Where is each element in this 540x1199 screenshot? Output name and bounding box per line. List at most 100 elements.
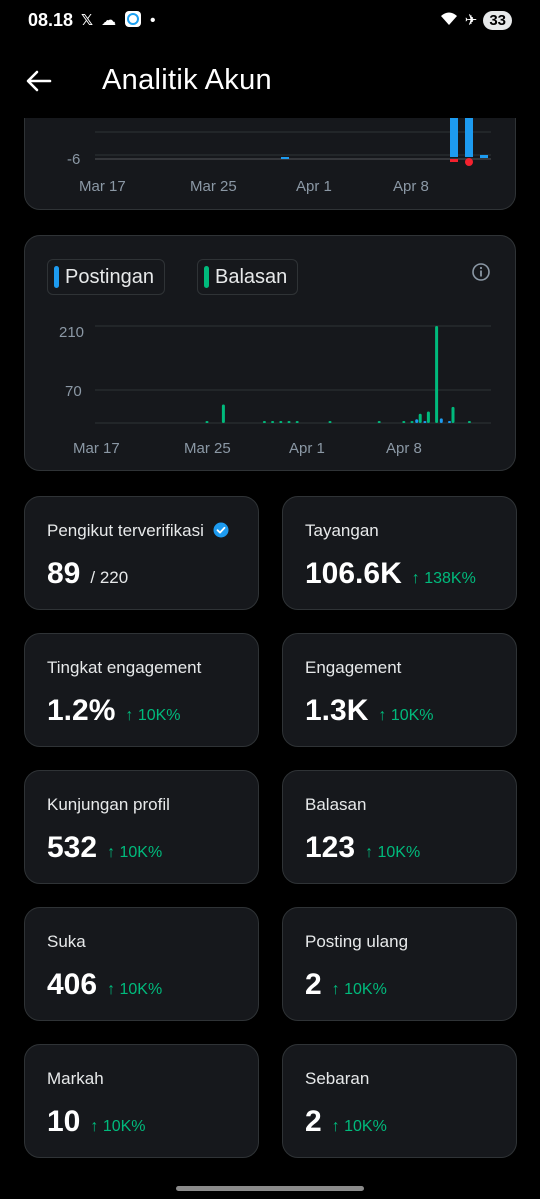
wifi-icon [439, 11, 459, 30]
stat-label: Pengikut terverifikasi [47, 521, 204, 540]
stat-change: ↑ 10K% [107, 844, 163, 861]
chart-bar-postingan [423, 421, 427, 423]
stat-label: Engagement [305, 658, 402, 677]
stat-row: 106.6K ↑ 138K% [305, 557, 476, 591]
chart-top-bar [480, 155, 488, 158]
chart-top-bar [465, 118, 473, 157]
stat-change: ↑ 10K% [125, 707, 181, 724]
chart-bar-balasan [279, 421, 283, 423]
chart-top-y-tick: -6 [67, 151, 81, 168]
x-tick-label: Apr 8 [386, 440, 422, 457]
chart-top-negative-dot [465, 158, 473, 166]
chart-bar-balasan [262, 421, 266, 423]
chart-bar-balasan [295, 421, 299, 423]
chart-bar-postingan [439, 418, 443, 423]
x-logo-icon: 𝕏 [81, 11, 94, 29]
chart-bar-postingan [415, 419, 419, 423]
chart-top-x-label: Apr 8 [393, 178, 429, 195]
airplane-icon: ✈ [464, 11, 478, 29]
stat-label: Sebaran [305, 1069, 370, 1088]
chart-top-svg [95, 118, 491, 166]
stat-value: 1.2% [47, 694, 116, 727]
activity-chart-top: -6 Mar 17 [24, 118, 516, 284]
stat-card-profile-visits[interactable]: Kunjungan profil 532 ↑ 10K% [24, 770, 259, 884]
stat-change: ↑ 138K% [411, 570, 476, 587]
stat-row: 1.2% ↑ 10K% [47, 694, 181, 728]
stat-label: Tayangan [305, 521, 379, 540]
chart-top-negative-mark [450, 159, 458, 162]
chart-bar-balasan [402, 421, 406, 423]
stat-change: ↑ 10K% [378, 707, 434, 724]
stat-value: 89 [47, 557, 81, 590]
activity-chart: Postingan Balasan 210 70 Mar 17 Mar 25 A… [24, 235, 516, 471]
chart-top-x-label: Mar 25 [190, 178, 237, 195]
chart-bar-balasan [410, 421, 414, 423]
stat-row: 406 ↑ 10K% [47, 968, 162, 1002]
legend-chip-balasan[interactable]: Balasan [197, 259, 299, 295]
stat-row: 1.3K ↑ 10K% [305, 694, 434, 728]
home-indicator[interactable] [176, 1186, 364, 1191]
stat-card-reposts[interactable]: Posting ulang 2 ↑ 10K% [282, 907, 517, 1021]
stat-value: 406 [47, 968, 98, 1001]
info-icon[interactable] [471, 262, 491, 282]
stat-row: 123 ↑ 10K% [305, 831, 420, 865]
legend-label-balasan: Balasan [215, 265, 288, 288]
stat-label: Posting ulang [305, 932, 409, 951]
chart-bar-balasan [271, 421, 275, 423]
page-title: Analitik Akun [102, 64, 272, 96]
stat-card-replies[interactable]: Balasan 123 ↑ 10K% [282, 770, 517, 884]
chart-bar-balasan [451, 406, 455, 423]
legend-label-postingan: Postingan [65, 265, 154, 288]
stat-card-engagement[interactable]: Engagement 1.3K ↑ 10K% [282, 633, 517, 747]
chart-bar-balasan [205, 421, 209, 423]
stat-row: 10 ↑ 10K% [47, 1105, 146, 1139]
stat-change: ↑ 10K% [107, 981, 163, 998]
stat-change: ↑ 10K% [331, 1118, 387, 1135]
chart-bar-balasan [377, 421, 381, 423]
verified-badge-icon [213, 522, 229, 538]
stat-value: 1.3K [305, 694, 369, 727]
chart-bar-balasan [287, 421, 291, 423]
chart-bar-balasan [426, 411, 430, 423]
status-bar: 08.18 𝕏 ☁ • ✈ 33 [0, 0, 540, 40]
y-tick-label: 210 [59, 324, 85, 341]
stat-card-verified-followers[interactable]: Pengikut terverifikasi 89 / 220 [24, 496, 259, 610]
stat-card-shares[interactable]: Sebaran 2 ↑ 10K% [282, 1044, 517, 1158]
chart-bar-balasan [467, 421, 471, 423]
stat-label: Suka [47, 932, 86, 951]
legend-color-postingan [54, 266, 59, 288]
chart-bar-postingan [448, 421, 451, 423]
stat-card-likes[interactable]: Suka 406 ↑ 10K% [24, 907, 259, 1021]
stat-change: ↑ 10K% [365, 844, 421, 861]
chart-bar-balasan [435, 326, 439, 423]
stat-label-container: Pengikut terverifikasi [47, 521, 229, 541]
stat-value: 10 [47, 1105, 81, 1138]
stat-total: / 220 [90, 568, 129, 587]
legend-chip-postingan[interactable]: Postingan [47, 259, 165, 295]
stat-label: Balasan [305, 795, 367, 814]
stat-row: 532 ↑ 10K% [47, 831, 162, 865]
chart-plot [95, 325, 491, 424]
stat-card-engagement-rate[interactable]: Tingkat engagement 1.2% ↑ 10K% [24, 633, 259, 747]
stat-row: 2 ↑ 10K% [305, 1105, 387, 1139]
stat-row: 89 / 220 [47, 557, 128, 591]
x-tick-label: Mar 25 [184, 440, 231, 457]
chart-top-x-label: Apr 1 [296, 178, 332, 195]
stat-change: ↑ 10K% [331, 981, 387, 998]
analytics-content[interactable]: -6 Mar 17 Mar 17 Mar 25 Apr 1 Apr 8 Post… [0, 118, 540, 1199]
chart-bar-balasan [418, 413, 422, 423]
stat-card-bookmarks[interactable]: Markah 10 ↑ 10K% [24, 1044, 259, 1158]
stat-row: 2 ↑ 10K% [305, 968, 387, 1002]
arrow-left-icon[interactable] [24, 66, 54, 96]
cloud-icon: ☁ [101, 11, 117, 29]
dot-icon: • [150, 11, 156, 29]
app-header: Analitik Akun [0, 40, 540, 118]
stat-card-views[interactable]: Tayangan 106.6K ↑ 138K% [282, 496, 517, 610]
stat-label: Markah [47, 1069, 104, 1088]
stat-label: Kunjungan profil [47, 795, 170, 814]
chart-bar-balasan [221, 404, 225, 423]
x-tick-label: Mar 17 [73, 440, 120, 457]
stat-value: 2 [305, 1105, 322, 1138]
status-time: 08.18 [28, 9, 74, 30]
stat-value: 123 [305, 831, 356, 864]
